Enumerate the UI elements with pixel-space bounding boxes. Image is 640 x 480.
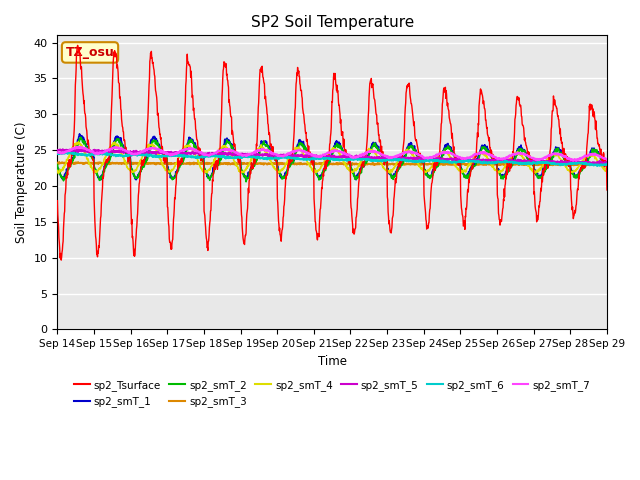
Title: SP2 Soil Temperature: SP2 Soil Temperature (250, 15, 414, 30)
Text: TZ_osu: TZ_osu (66, 46, 115, 59)
Y-axis label: Soil Temperature (C): Soil Temperature (C) (15, 121, 28, 243)
X-axis label: Time: Time (317, 355, 347, 368)
Legend: sp2_Tsurface, sp2_smT_1, sp2_smT_2, sp2_smT_3, sp2_smT_4, sp2_smT_5, sp2_smT_6, : sp2_Tsurface, sp2_smT_1, sp2_smT_2, sp2_… (70, 376, 595, 411)
